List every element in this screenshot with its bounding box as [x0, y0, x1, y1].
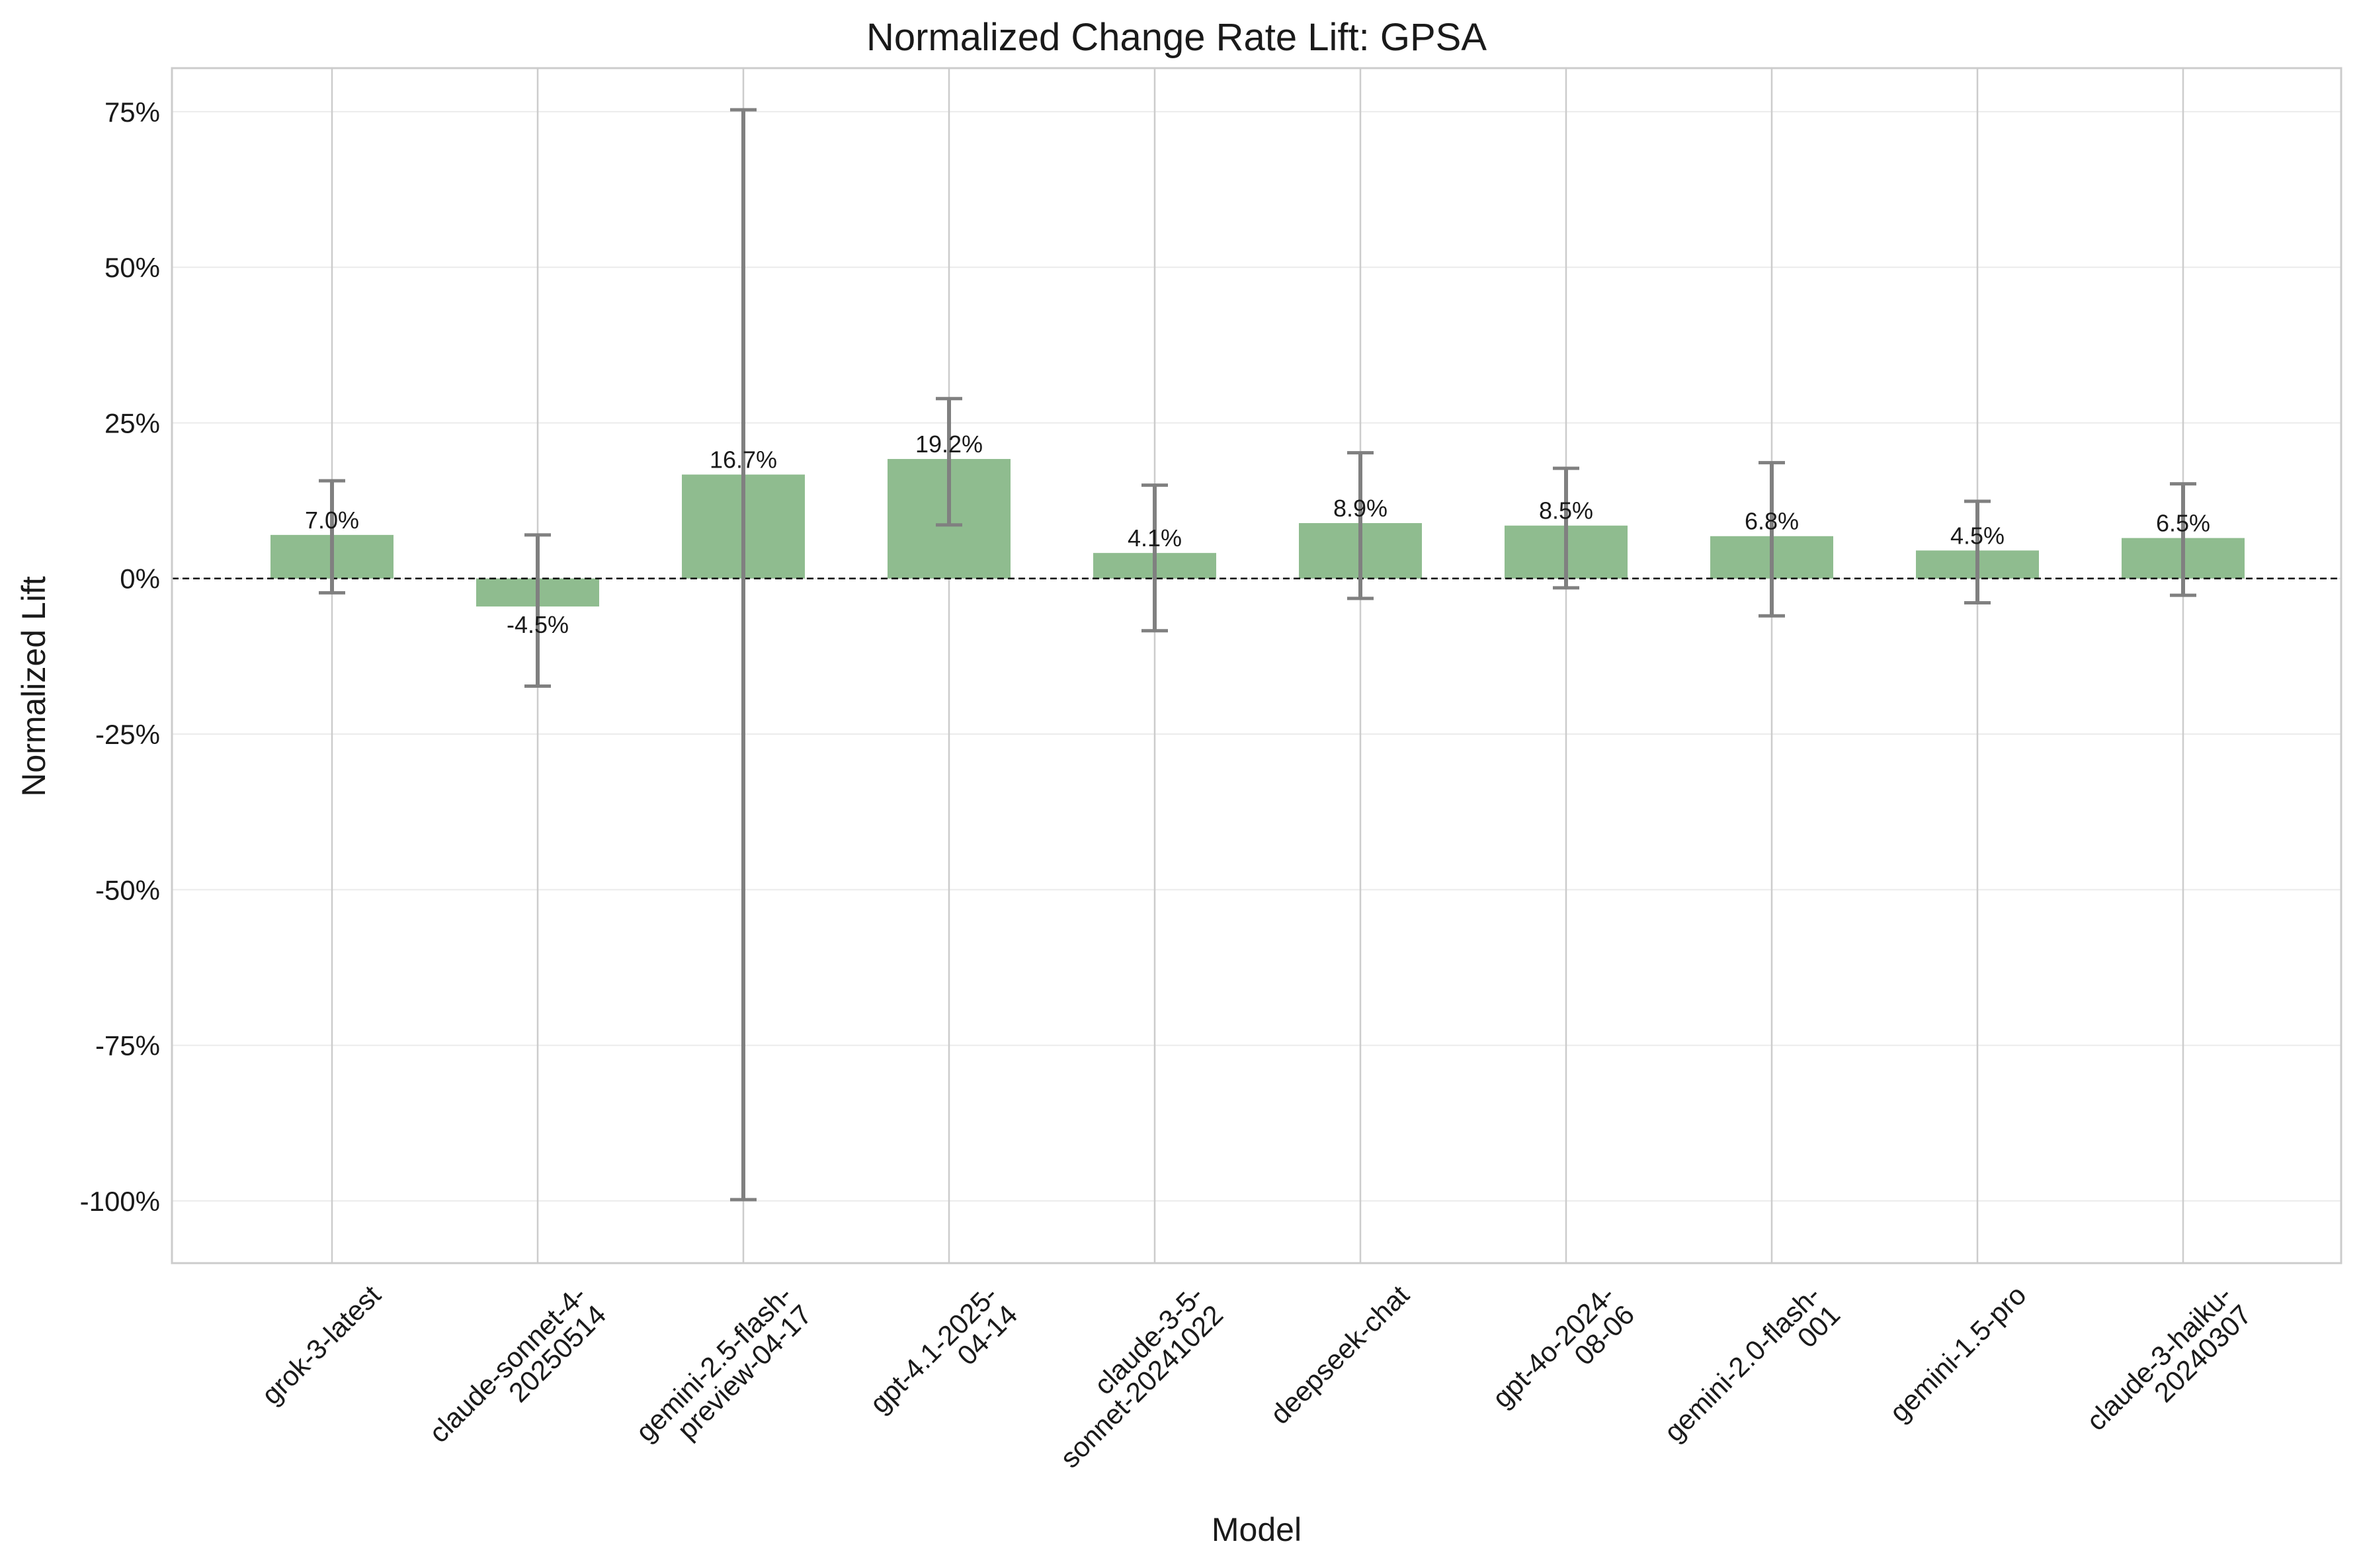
y-axis-label: Normalized Lift: [15, 576, 52, 797]
chart-title: Normalized Change Rate Lift: GPSA: [866, 16, 1487, 59]
data-label: 6.8%: [1745, 508, 1799, 535]
y-tick-label: 25%: [104, 407, 160, 438]
y-tick-label: 50%: [104, 252, 160, 283]
x-axis-label: Model: [1212, 1511, 1302, 1548]
data-label: 19.2%: [915, 431, 983, 458]
errorbar-layer: [172, 108, 2341, 1202]
data-label: 4.5%: [1950, 522, 2005, 549]
y-tick-label: -75%: [95, 1030, 160, 1061]
data-label: 7.0%: [305, 507, 359, 534]
data-label: 16.7%: [710, 446, 777, 474]
y-tick-label: -25%: [95, 719, 160, 750]
plot-frame: [171, 67, 2342, 1264]
data-label: 8.9%: [1333, 495, 1388, 522]
y-tick-label: 75%: [104, 97, 160, 128]
y-tick-label: 0%: [120, 563, 160, 595]
y-tick-label: -100%: [80, 1186, 160, 1217]
data-label-layer: 7.0% -4.5% 16.7% 19.2% 4.1% 8.9% 8.5% 6.8% 4.5% 6…: [305, 431, 2210, 638]
data-label: 8.5%: [1539, 497, 1593, 524]
y-tick-label: -50%: [95, 874, 160, 905]
data-label: 4.1%: [1128, 524, 1182, 552]
data-label: 6.5%: [2156, 510, 2210, 537]
data-label: -4.5%: [507, 611, 569, 638]
